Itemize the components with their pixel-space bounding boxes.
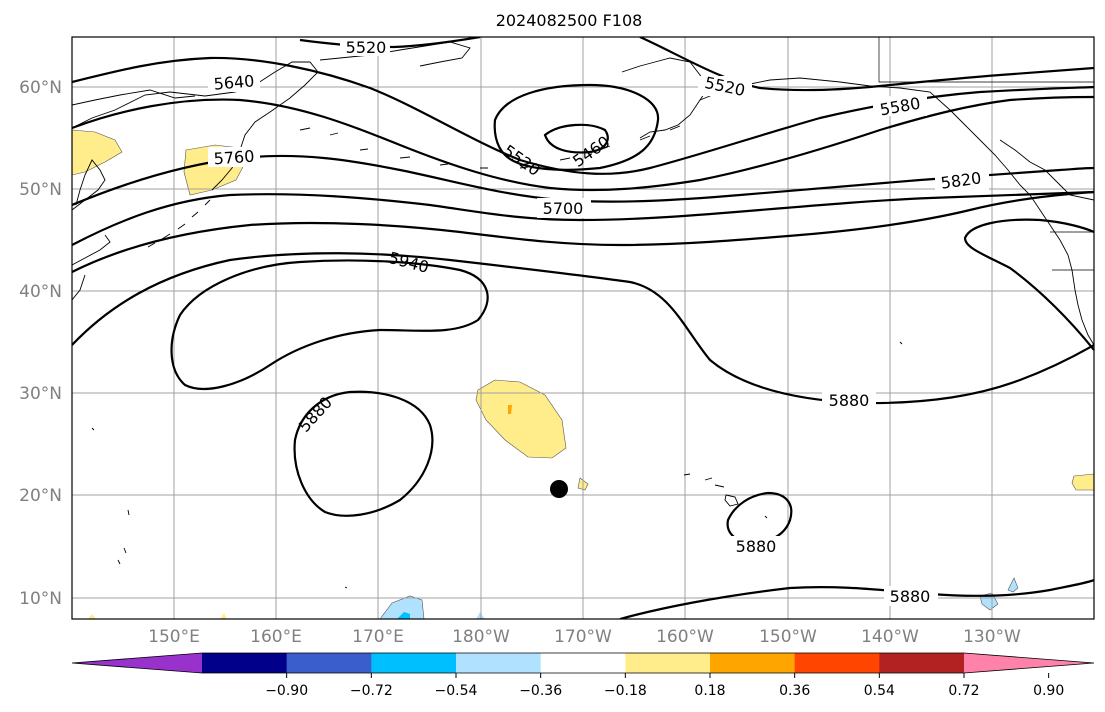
okhotsk-coast — [72, 89, 196, 106]
lat-label: 50°N — [19, 180, 62, 200]
map-frame — [71, 36, 1095, 620]
colorbar-extend-high — [964, 653, 1094, 673]
contour-5520-closed — [493, 83, 660, 171]
small-islands — [91, 341, 903, 589]
colorbar-tick-label: −0.72 — [350, 683, 393, 699]
colorbar-extend-low — [72, 653, 202, 673]
colorbar-tick-label: 0.90 — [1033, 683, 1064, 699]
colorbar-segment — [794, 653, 880, 673]
positive-anomaly-region — [1071, 473, 1094, 491]
lon-label: 130°W — [963, 627, 1021, 647]
colorbar-tick-label: −0.36 — [519, 683, 562, 699]
lat-label: 40°N — [19, 282, 62, 302]
contour-label: 5880 — [890, 587, 931, 606]
colorbar-tick-label: 0.36 — [779, 683, 810, 699]
positive-anomaly-core — [508, 405, 512, 414]
colorbar-outline — [71, 652, 1095, 674]
contour-5880-east-loop — [963, 218, 1094, 351]
map-area: 5520 5640 5760 5520 5460 5520 5580 5700 … — [72, 37, 1094, 619]
positive-anomaly-region — [220, 613, 227, 619]
negative-anomaly-core — [397, 612, 410, 619]
lat-label: 60°N — [19, 78, 62, 98]
lon-label: 150°E — [148, 627, 200, 647]
contour-5580 — [72, 95, 1094, 192]
colorbar-segment — [202, 653, 288, 673]
contour-label: 5700 — [543, 199, 584, 218]
lon-label: 150°W — [759, 627, 817, 647]
storm-center-marker — [550, 480, 568, 498]
colorbar-segment — [710, 653, 796, 673]
colorbar-segment — [456, 653, 542, 673]
lat-label: 20°N — [19, 486, 62, 506]
aleutian-islands — [299, 125, 681, 169]
contour-label: 5640 — [213, 71, 255, 93]
positive-anomaly-region — [72, 129, 123, 176]
lon-label: 170°E — [352, 627, 404, 647]
contour-5460-closed — [543, 123, 609, 154]
lon-label: 170°W — [554, 627, 612, 647]
longitude-labels: 150°E 160°E 170°E 180°W 170°W 160°W 150°… — [148, 627, 1021, 647]
figure-title: 2024082500 F108 — [496, 11, 643, 30]
positive-anomaly-region — [475, 379, 567, 459]
kamchatka-coast — [72, 61, 319, 191]
lon-label: 160°W — [656, 627, 714, 647]
latitude-labels: 60°N 50°N 40°N 30°N 20°N 10°N — [19, 78, 62, 609]
colorbar-segment — [371, 653, 457, 673]
contour-label: 5880 — [736, 537, 777, 556]
contour-label: 5760 — [213, 147, 255, 169]
lon-label: 160°E — [250, 627, 302, 647]
hawaii-islands — [683, 473, 739, 507]
japan-coast — [72, 159, 111, 301]
negative-anomaly-region — [1007, 577, 1019, 593]
contour-5820 — [72, 190, 1094, 273]
borders — [878, 37, 1094, 271]
contour-5640 — [72, 56, 1094, 175]
colorbar-segment — [879, 653, 965, 673]
contour-label: 5520 — [346, 38, 387, 57]
colorbar-segment — [625, 653, 711, 673]
kuril-islands — [147, 199, 211, 248]
north-america-west-coast — [1059, 239, 1094, 346]
negative-anomaly-region — [979, 592, 999, 611]
contour-5700 — [72, 190, 1094, 246]
lat-label: 10°N — [19, 589, 62, 609]
colorbar-tick-label: 0.54 — [864, 683, 895, 699]
contour-label: 5880 — [829, 391, 870, 410]
colorbar-tick-label: 0.18 — [694, 683, 725, 699]
height-contours — [72, 37, 1094, 619]
lon-label: 180°W — [452, 627, 510, 647]
colorbar-segment — [286, 653, 372, 673]
lon-label: 140°W — [861, 627, 919, 647]
colorbar-tick-label: −0.90 — [265, 683, 308, 699]
colorbar: −0.90 −0.72 −0.54 −0.36 −0.18 0.18 0.36 0.54 0.7… — [71, 652, 1095, 699]
contour-5520-north-east — [639, 37, 1094, 92]
lat-label: 30°N — [19, 384, 62, 404]
colorbar-tick-label: 0.72 — [948, 683, 979, 699]
contour-5520-north — [299, 37, 481, 49]
contour-5940-closed — [170, 259, 489, 390]
positive-anomaly-region — [88, 614, 96, 619]
colorbar-segment — [540, 653, 626, 673]
contour-5880-closed-sw — [293, 390, 434, 517]
colorbar-tick-label: −0.54 — [435, 683, 478, 699]
contour-5880-broad — [72, 252, 1094, 405]
colorbar-tick-label: −0.18 — [604, 683, 647, 699]
